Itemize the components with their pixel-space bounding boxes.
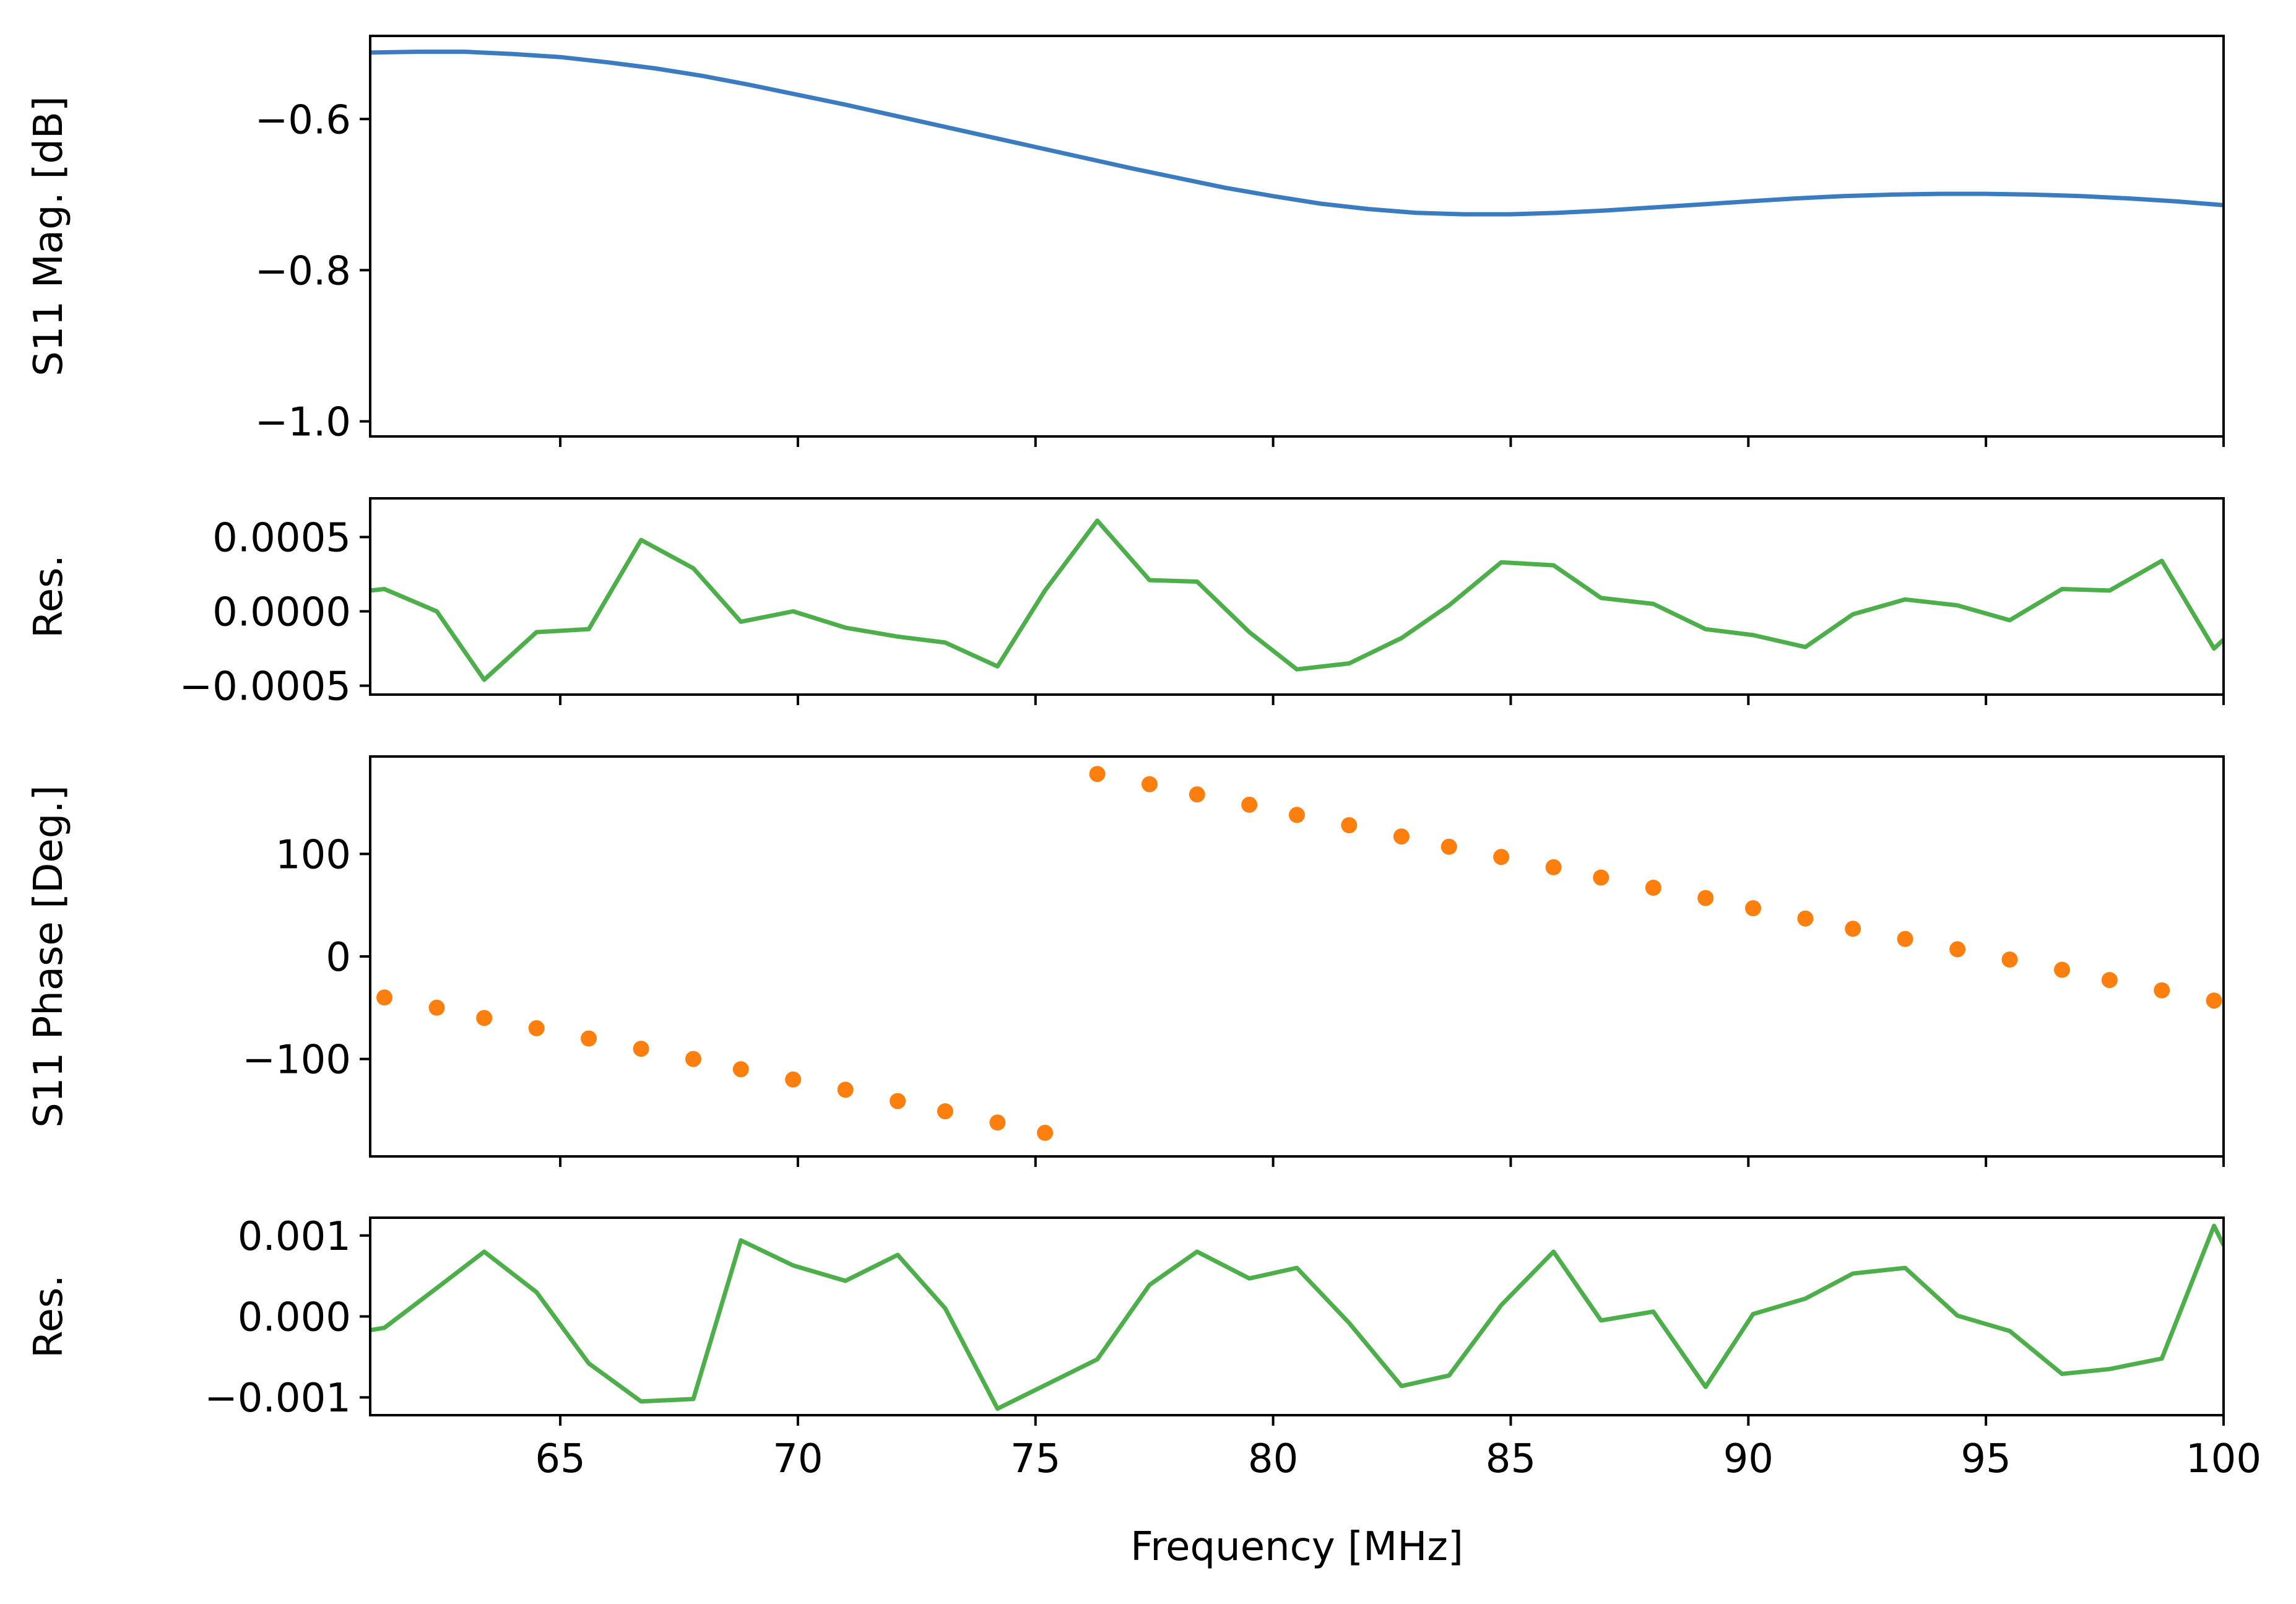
s11-phase-point	[785, 1071, 802, 1088]
s11-magnitude-x-ticks	[559, 436, 2225, 447]
x-tick-label: 100	[2186, 1436, 2261, 1482]
s11-phase-point	[890, 1093, 906, 1109]
s11-phase-plot-area	[376, 766, 2222, 1141]
panel-phase-residual: −0.001 0.000 0.001 65 70 75 80 85 90 95 100 Res.	[26, 1214, 2261, 1482]
s11-phase-point	[1949, 941, 1966, 958]
s11-phase-point	[633, 1041, 649, 1057]
s11-mag-y-tick-label: −0.8	[255, 248, 351, 294]
s11-phase-x-ticks	[559, 1156, 2225, 1167]
s11-phase-point	[1241, 796, 1258, 813]
s11-phase-point	[1037, 1124, 1054, 1141]
s11-magnitude-y-axis-label: S11 Mag. [dB]	[26, 96, 72, 376]
mag-residual-y-tick-label: 0.0005	[212, 515, 351, 561]
s11-phase-point	[1440, 838, 1457, 855]
s11-mag-y-tick-label: −0.6	[255, 97, 351, 143]
s11-phase-point	[2154, 982, 2170, 999]
s11-phase-point	[428, 999, 445, 1016]
s11-phase-point	[376, 989, 392, 1006]
s11-phase-point	[2101, 972, 2118, 989]
x-tick-label: 80	[1248, 1436, 1298, 1482]
s11-phase-y-tick-label: 100	[275, 832, 351, 878]
phase-residual-y-axis-label: Res.	[26, 1275, 72, 1358]
s11-magnitude-plot-area	[370, 50, 2224, 217]
s11-phase-point	[1697, 890, 1714, 906]
s11-phase-point	[2001, 952, 2018, 968]
panel-magnitude-residual: −0.0005 0.0000 0.0005 Res.	[26, 497, 2225, 710]
panel-s11-magnitude: −1.0 −0.8 −0.6 S11 Mag. [dB]	[26, 35, 2225, 447]
s11-phase-point	[476, 1010, 493, 1026]
s11-phase-point	[1545, 859, 1562, 875]
s11-phase-point	[1645, 880, 1661, 896]
panel-s11-phase: −100 0 100 S11 Phase [Deg.]	[26, 755, 2225, 1167]
phase-residual-y-tick-label: 0.001	[238, 1214, 351, 1260]
s11-phase-point	[528, 1020, 545, 1036]
phase-residual-plot-area	[370, 1223, 2224, 1411]
s11-phase-point	[1593, 869, 1609, 886]
s11-phase-y-tick-label: 0	[326, 935, 351, 981]
x-tick-label: 95	[1960, 1436, 2011, 1482]
phase-residual-y-tick-label: 0.000	[238, 1295, 351, 1341]
s11-phase-point	[837, 1082, 854, 1098]
s11-phase-point	[1393, 828, 1410, 845]
phase-residual-y-tick-label: −0.001	[204, 1376, 351, 1421]
s11-phase-point	[1189, 786, 1205, 803]
phase-residual-series-line	[370, 1223, 2224, 1411]
s11-phase-point	[685, 1051, 701, 1067]
mag-residual-y-tick-label: −0.0005	[179, 664, 351, 710]
magnitude-residual-y-ticks: −0.0005 0.0000 0.0005	[179, 515, 370, 710]
s11-phase-y-tick-label: −100	[242, 1038, 351, 1083]
mag-residual-y-tick-label: 0.0000	[212, 590, 351, 636]
s11-phase-point	[1289, 807, 1305, 823]
magnitude-residual-axes-frame	[369, 497, 2225, 696]
s11-mag-series-line	[370, 50, 2224, 217]
s11-phase-point	[1745, 900, 1761, 917]
x-tick-label: 90	[1723, 1436, 1774, 1482]
s11-phase-point	[989, 1114, 1006, 1131]
s11-phase-point	[1089, 766, 1106, 782]
s11-phase-point	[937, 1103, 953, 1120]
x-tick-label: 85	[1486, 1436, 1536, 1482]
s11-phase-point	[1142, 776, 1158, 792]
s11-phase-point	[581, 1030, 597, 1047]
s11-phase-point	[1897, 930, 1913, 947]
phase-residual-x-ticks: 65 70 75 80 85 90 95 100	[535, 1415, 2261, 1482]
s11-phase-point	[2206, 992, 2222, 1009]
s11-phase-point	[1493, 849, 1510, 865]
s11-phase-point	[2054, 961, 2070, 978]
x-tick-label: 65	[535, 1436, 585, 1482]
s11-phase-point	[1845, 921, 1861, 937]
phase-residual-y-ticks: −0.001 0.000 0.001	[204, 1214, 370, 1421]
magnitude-residual-y-axis-label: Res.	[26, 555, 72, 638]
magnitude-residual-x-ticks	[559, 695, 2225, 705]
s11-magnitude-axes-frame	[369, 35, 2225, 438]
s11-phase-point	[1797, 910, 1814, 927]
x-tick-label: 70	[773, 1436, 823, 1482]
s11-phase-point	[732, 1061, 749, 1078]
s11-phase-point	[1341, 817, 1358, 833]
mag-residual-series-line	[370, 518, 2224, 682]
s11-phase-y-axis-label: S11 Phase [Deg.]	[26, 785, 72, 1127]
s11-magnitude-y-ticks: −1.0 −0.8 −0.6	[255, 97, 370, 446]
magnitude-residual-plot-area	[370, 518, 2224, 682]
s11-phase-y-ticks: −100 0 100	[242, 832, 370, 1083]
s11-mag-y-tick-label: −1.0	[255, 400, 351, 446]
x-tick-label: 75	[1010, 1436, 1060, 1482]
x-axis-label: Frequency [MHz]	[1130, 1524, 1463, 1570]
